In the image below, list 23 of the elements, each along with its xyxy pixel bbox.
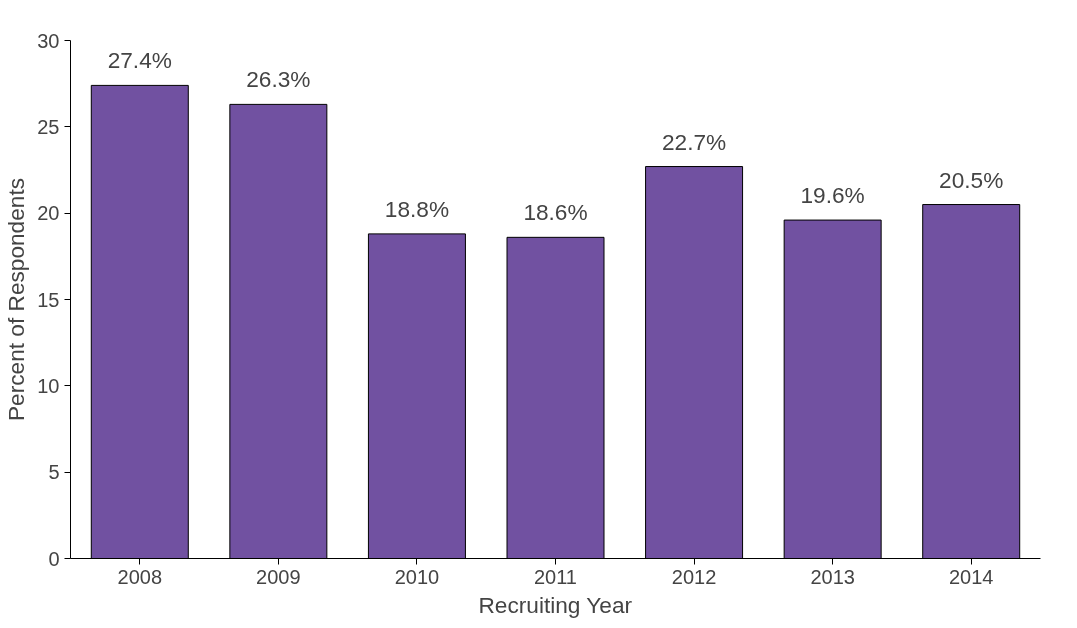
y-tick-label: 15 xyxy=(37,288,60,311)
y-axis-title: Percent of Respondents xyxy=(3,177,30,422)
data-label: 18.6% xyxy=(523,199,588,226)
x-tick-label: 2010 xyxy=(394,565,440,588)
data-label: 19.6% xyxy=(800,182,865,209)
x-tick-label: 2009 xyxy=(256,565,301,588)
x-axis-title: Recruiting Year xyxy=(478,591,633,618)
x-tick-label: 2008 xyxy=(117,565,163,588)
y-tick-label: 30 xyxy=(37,29,60,52)
x-tick-label: 2014 xyxy=(948,565,994,588)
x-tick-label: 2012 xyxy=(671,565,717,588)
y-tick-label: 5 xyxy=(48,461,60,484)
y-tick-label: 25 xyxy=(37,115,60,138)
y-tick-label: 20 xyxy=(37,202,60,225)
x-tick-label: 2011 xyxy=(534,565,578,588)
x-tick-label: 2013 xyxy=(810,565,855,588)
y-tick-label: 10 xyxy=(37,374,60,397)
data-label: 18.8% xyxy=(384,195,450,222)
data-label: 27.4% xyxy=(107,47,172,74)
data-label: 26.3% xyxy=(246,66,311,93)
data-label: 20.5% xyxy=(939,166,1004,193)
data-label: 22.7% xyxy=(661,128,727,155)
y-tick-label: 0 xyxy=(48,547,60,570)
